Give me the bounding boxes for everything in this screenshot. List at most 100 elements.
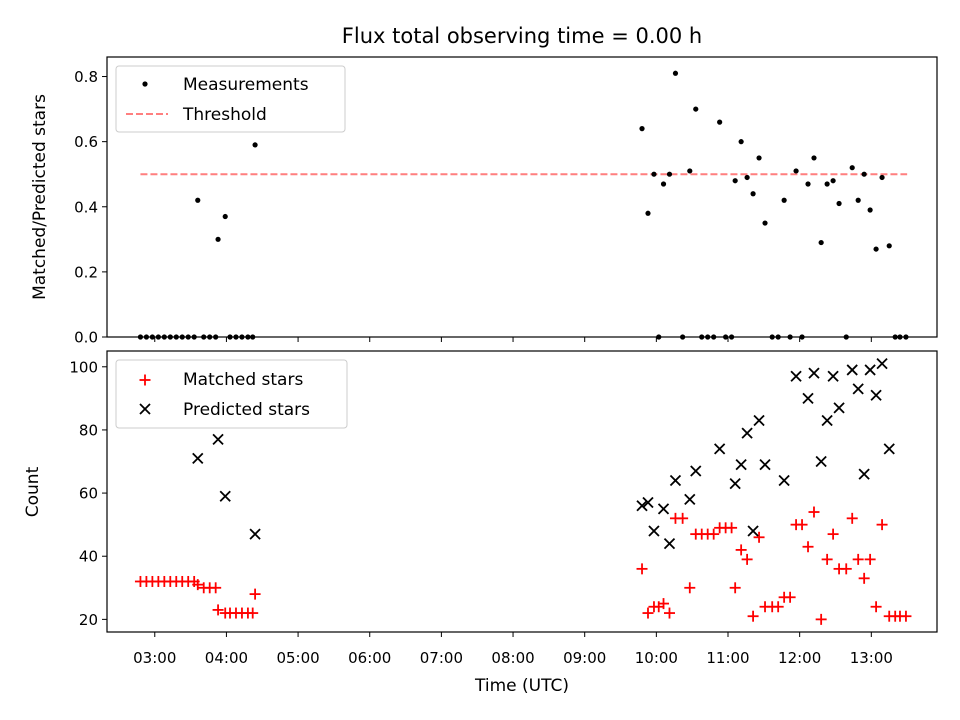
matched-star-point: [677, 512, 689, 524]
y-tick-label: 0.6: [74, 133, 98, 151]
legend-label-predicted: Predicted stars: [183, 400, 310, 420]
count-plot: Count 03:00 04:00 05:00 06:00 07:00 08:00 09:0…: [23, 350, 938, 667]
measurement-point: [717, 119, 723, 125]
predicted-star-point: [735, 459, 747, 471]
matched-star-point: [852, 553, 864, 565]
predicted-star-point: [648, 525, 660, 537]
predicted-star-point: [808, 367, 820, 379]
matched-star-point: [864, 553, 876, 565]
matched-star-point: [808, 506, 820, 518]
measurement-point: [861, 171, 867, 177]
measurement-point: [830, 178, 836, 184]
predicted-star-point: [833, 402, 845, 414]
measurement-point: [732, 178, 738, 184]
y-tick-label: 0.0: [74, 329, 98, 347]
matched-star-point: [212, 604, 224, 616]
matched-star-point: [708, 528, 720, 540]
matched-star-point: [796, 519, 808, 531]
x-tick-label: 10:00: [635, 649, 678, 667]
measurement-point: [750, 191, 756, 197]
predicted-star-point: [846, 364, 858, 376]
predicted-star-point: [759, 459, 771, 471]
matched-star-point: [747, 610, 759, 622]
predicted-star-point: [636, 500, 648, 512]
matched-star-point: [876, 519, 888, 531]
matched-star-point: [821, 553, 833, 565]
predicted-star-point: [684, 493, 696, 506]
predicted-star-point: [815, 455, 827, 468]
predicted-star-point: [753, 414, 765, 427]
predicted-star-point: [883, 443, 895, 455]
y-tick-label: 60: [79, 485, 98, 503]
predicted-star-point: [249, 528, 261, 540]
ratio-plot-legend: Measurements Threshold: [115, 65, 346, 133]
matched-star-point: [247, 607, 259, 619]
measurement-point: [762, 220, 768, 226]
measurement-point: [651, 171, 657, 177]
measurement-point: [781, 197, 787, 203]
x-tick-label: 06:00: [348, 649, 391, 667]
y-tick-label: 0.2: [74, 263, 98, 281]
count-plot-frame: [106, 350, 938, 633]
predicted-star-point: [714, 443, 726, 455]
measurement-point: [744, 174, 750, 181]
measurement-point: [849, 165, 855, 171]
matched-star-point: [772, 601, 784, 613]
predicted-star-point: [864, 364, 876, 376]
chart-title: Flux total observing time = 0.00 h: [342, 24, 702, 48]
measurement-point: [195, 197, 201, 203]
predicted-star-point: [821, 414, 833, 427]
x-tick-label: 11:00: [706, 649, 749, 667]
matched-star-point: [858, 572, 870, 584]
legend-label-matched: Matched stars: [183, 370, 303, 390]
y-tick-label: 0.4: [74, 198, 98, 216]
x-tick-label: 09:00: [563, 649, 606, 667]
measurement-point: [639, 126, 645, 132]
matched-star-point: [636, 563, 648, 575]
matched-star-point: [192, 579, 204, 591]
x-tick-label: 13:00: [850, 649, 893, 667]
legend-label-measurements: Measurements: [183, 75, 309, 95]
matched-star-point: [684, 582, 696, 594]
matched-star-point: [249, 588, 261, 600]
x-tick-label: 05:00: [276, 649, 319, 667]
legend-label-threshold: Threshold: [182, 105, 267, 125]
predicted-star-point: [642, 496, 654, 509]
predicted-star-point: [741, 427, 753, 439]
matched-star-point: [658, 598, 670, 610]
predicted-star-point: [657, 503, 670, 515]
ratio-plot: Matched/Predicted stars 0.00.20.40.60.8 …: [30, 56, 938, 347]
count-plot-ylabel: Count: [23, 466, 43, 517]
measurement-point: [873, 246, 879, 252]
measurement-point: [222, 213, 228, 220]
predicted-star-point: [690, 465, 702, 477]
measurement-point: [855, 197, 861, 203]
legend-marker-predicted: [139, 403, 151, 415]
ratio-plot-frame: [106, 56, 938, 338]
matched-star-point: [729, 582, 741, 594]
x-tick-label: 12:00: [778, 649, 821, 667]
measurement-point: [824, 181, 830, 187]
matched-star-point: [753, 531, 765, 543]
predicted-star-point: [827, 370, 839, 382]
y-tick-label: 80: [79, 421, 98, 439]
predicted-star-point: [858, 468, 870, 480]
measurement-point: [738, 139, 744, 145]
measurement-point: [818, 239, 824, 246]
predicted-star-point: [729, 477, 741, 490]
matched-star-point: [741, 553, 753, 565]
y-tick-label: 40: [79, 548, 98, 566]
measurement-point: [215, 236, 221, 242]
measurement-point: [811, 155, 817, 161]
y-tick-label: 20: [79, 611, 98, 629]
matched-star-point: [900, 610, 912, 622]
x-tick-label: 07:00: [420, 649, 463, 667]
matched-star-point: [663, 607, 675, 619]
matched-star-point: [815, 613, 827, 625]
matched-star-point: [210, 582, 222, 594]
matched-star-point: [726, 522, 738, 534]
x-axis-label: Time (UTC): [474, 676, 569, 696]
matched-star-point: [840, 563, 852, 575]
measurement-point: [756, 155, 762, 161]
